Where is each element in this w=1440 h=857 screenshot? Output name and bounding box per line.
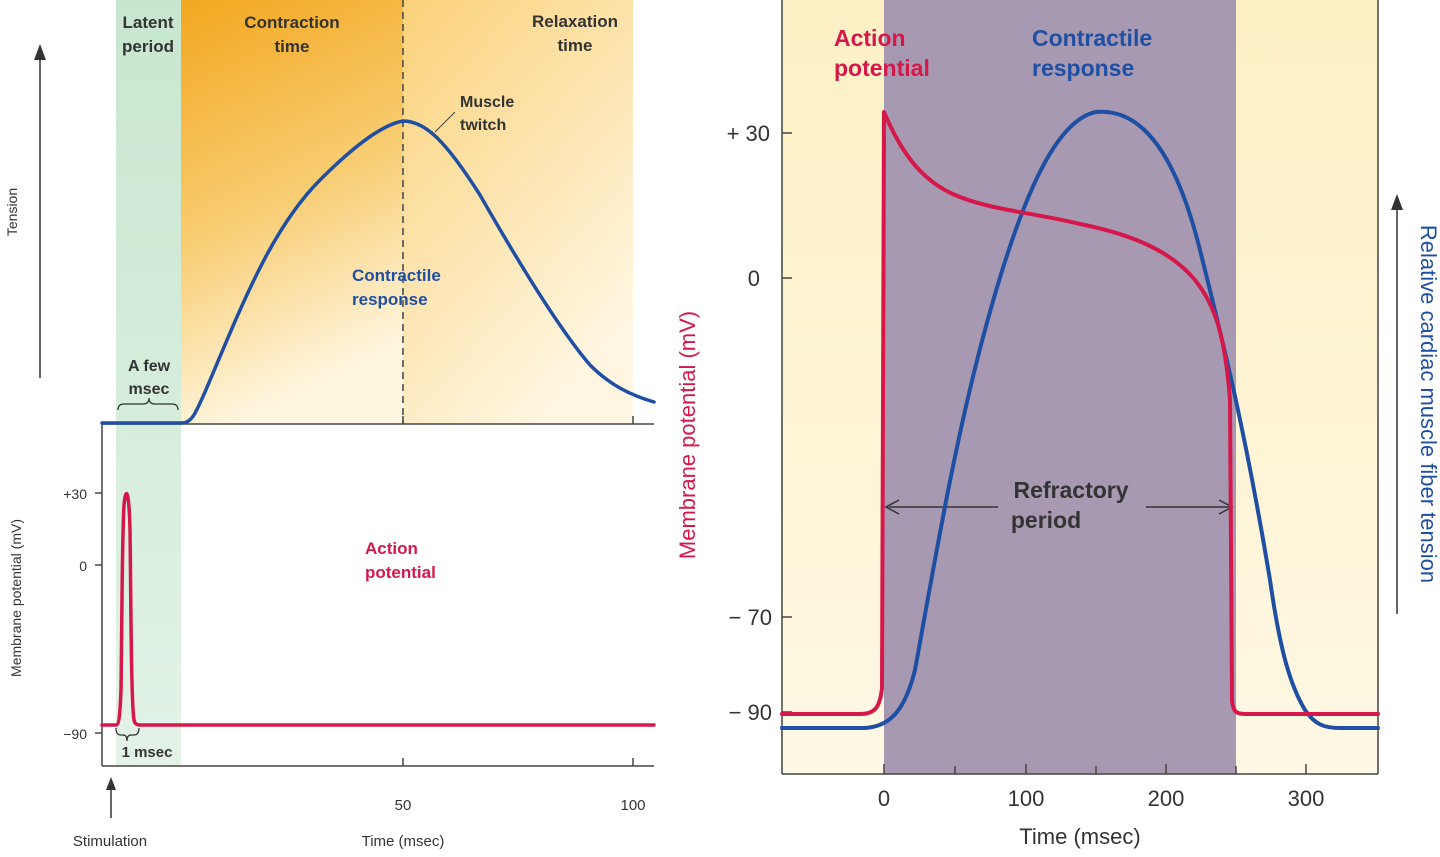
right-contractile-label-2: response <box>1032 55 1134 81</box>
rytick-label-plus30: + 30 <box>727 121 770 146</box>
ytick-label-minus90: −90 <box>63 726 87 742</box>
ytick-label-plus30: +30 <box>63 486 87 502</box>
left-contractile-label-1: Contractile <box>352 266 441 285</box>
muscle-twitch-label-1: Muscle <box>460 94 514 111</box>
right-contractile-label-1: Contractile <box>1032 25 1152 51</box>
right-text: Action potential Contractile response Re… <box>675 25 1440 849</box>
left-text: Latent period Contraction time Relaxatio… <box>4 12 646 850</box>
a-few-msec-label-1: A few <box>128 358 171 375</box>
rytick-label-0: 0 <box>748 266 760 291</box>
left-action-potential-curve <box>100 491 656 727</box>
rxtick-label-100: 100 <box>1008 786 1045 811</box>
refractory-arrowhead-left <box>884 499 900 515</box>
stimulation-label: Stimulation <box>73 833 147 850</box>
rxtick-label-200: 200 <box>1148 786 1185 811</box>
left-axes <box>95 0 654 767</box>
right-action-potential-label-1: Action <box>834 25 906 51</box>
ytick-label-0: 0 <box>79 558 87 574</box>
latent-label-2: period <box>122 37 174 56</box>
right-tension-arrow <box>1391 194 1403 614</box>
xtick-label-100: 100 <box>620 797 645 814</box>
curves <box>100 109 1380 730</box>
right-action-potential-label-2: potential <box>834 55 930 81</box>
left-contractile-label-2: response <box>352 290 428 309</box>
latent-label-1: Latent <box>123 13 174 32</box>
right-panel-backgrounds <box>782 0 1378 774</box>
contraction-label-2: time <box>275 37 310 56</box>
relaxation-time-band <box>403 0 633 424</box>
left-membrane-potential-label: Membrane potential (mV) <box>8 519 24 677</box>
tension-label: Tension <box>4 188 20 236</box>
refractory-band <box>884 0 1236 774</box>
rxtick-label-300: 300 <box>1288 786 1325 811</box>
tension-arrow <box>34 44 46 378</box>
right-time-label: Time (msec) <box>1019 824 1140 849</box>
relaxation-label-1: Relaxation <box>532 12 618 31</box>
a-few-msec-bracket <box>117 397 179 411</box>
left-action-potential-label-2: potential <box>365 563 436 582</box>
refractory-label-2: period <box>1011 507 1081 533</box>
left-panel-backgrounds <box>116 0 633 766</box>
refractory-label-1: Refractory <box>1013 477 1128 503</box>
xtick-label-50: 50 <box>395 797 412 814</box>
left-contractile-response-curve <box>100 119 656 425</box>
one-msec-bracket <box>115 727 140 742</box>
right-membrane-potential-label: Membrane potential (mV) <box>675 311 700 559</box>
muscle-twitch-label-2: twitch <box>460 117 506 134</box>
right-tension-label: Relative cardiac muscle fiber tension <box>1416 225 1440 583</box>
left-action-potential-label-1: Action <box>365 539 418 558</box>
left-time-label: Time (msec) <box>362 833 445 850</box>
a-few-msec-label-2: msec <box>129 381 170 398</box>
rytick-label-minus90: − 90 <box>729 700 772 725</box>
stimulation-arrow <box>106 777 116 818</box>
right-action-potential-curve <box>780 110 1380 716</box>
relaxation-label-2: time <box>558 36 593 55</box>
latent-period-band <box>116 0 181 766</box>
rytick-label-minus70: − 70 <box>729 605 772 630</box>
right-contractile-response-curve <box>780 109 1380 730</box>
muscle-twitch-leader <box>434 111 456 133</box>
one-msec-label: 1 msec <box>122 744 173 761</box>
rxtick-label-0: 0 <box>878 786 890 811</box>
contraction-label-1: Contraction <box>244 13 339 32</box>
